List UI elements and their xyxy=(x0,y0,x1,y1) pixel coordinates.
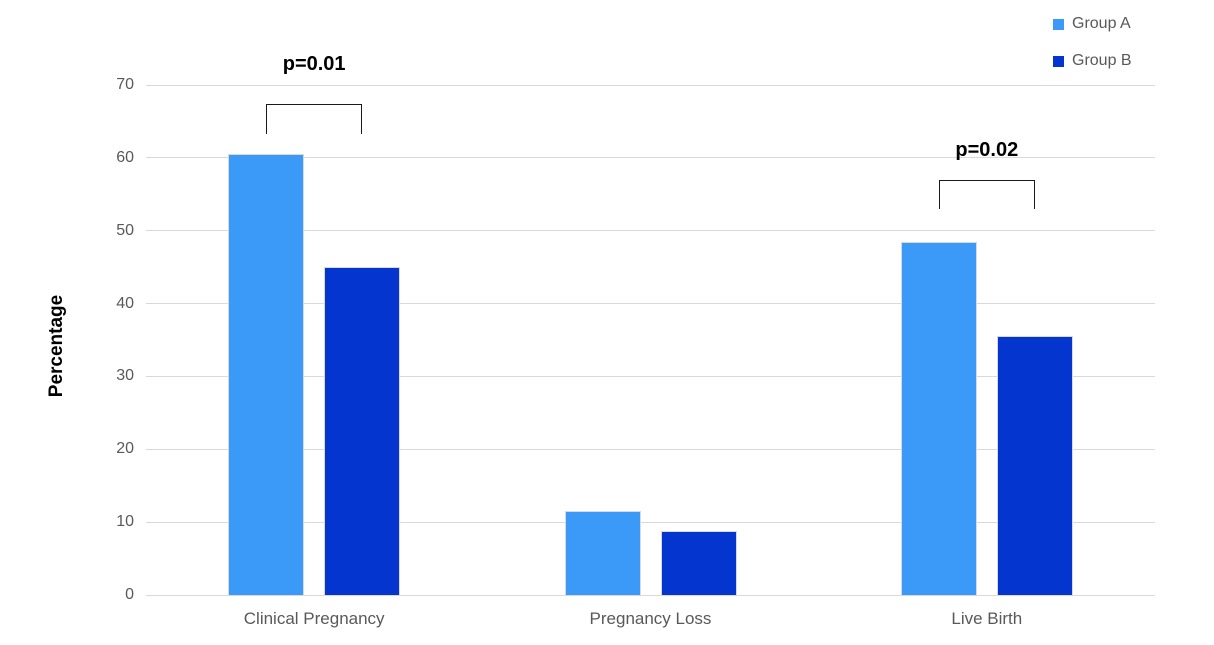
bar-live-birth-group-b xyxy=(996,336,1073,595)
bar-clinical-pregnancy-group-a xyxy=(228,154,305,595)
y-tick-label-60: 60 xyxy=(116,148,134,166)
gridline-30 xyxy=(146,375,1155,377)
gridline-50 xyxy=(146,230,1155,232)
legend: Group A Group B xyxy=(1053,15,1132,70)
y-tick-label-30: 30 xyxy=(116,367,134,385)
y-tick-label-0: 0 xyxy=(125,586,134,603)
legend-item-group-a: Group A xyxy=(1053,15,1132,33)
legend-item-group-b: Group B xyxy=(1053,52,1132,70)
significance-bracket-live-birth xyxy=(938,179,1035,209)
category-label-pregnancy-loss: Pregnancy Loss xyxy=(589,609,712,628)
plot-area xyxy=(146,84,1155,596)
bar-pregnancy-loss-group-a xyxy=(564,511,641,595)
legend-swatch-group-a xyxy=(1053,18,1064,30)
y-tick-label-40: 40 xyxy=(116,294,134,312)
gridline-60 xyxy=(146,157,1155,159)
gridline-70 xyxy=(146,84,1155,86)
bar-clinical-pregnancy-group-b xyxy=(324,267,401,595)
gridline-0 xyxy=(146,594,1155,596)
category-label-live-birth: Live Birth xyxy=(951,609,1023,628)
significance-bracket-clinical-pregnancy xyxy=(266,103,363,134)
y-tick-label-70: 70 xyxy=(116,76,134,93)
category-label-clinical-pregnancy: Clinical Pregnancy xyxy=(243,609,385,628)
y-tick-label-10: 10 xyxy=(116,513,134,531)
y-tick-label-20: 20 xyxy=(116,440,134,458)
y-tick-label-50: 50 xyxy=(116,221,134,239)
legend-label-group-a: Group A xyxy=(1072,15,1131,32)
gridline-40 xyxy=(146,303,1155,305)
bar-pregnancy-loss-group-b xyxy=(660,530,737,595)
legend-swatch-group-b xyxy=(1053,55,1064,67)
gridline-20 xyxy=(146,448,1155,450)
gridline-10 xyxy=(146,521,1155,523)
p-value-label-clinical-pregnancy: p=0.01 xyxy=(282,53,346,76)
bar-live-birth-group-a xyxy=(900,241,977,595)
legend-label-group-b: Group B xyxy=(1072,52,1132,69)
p-value-label-live-birth: p=0.02 xyxy=(955,139,1019,162)
